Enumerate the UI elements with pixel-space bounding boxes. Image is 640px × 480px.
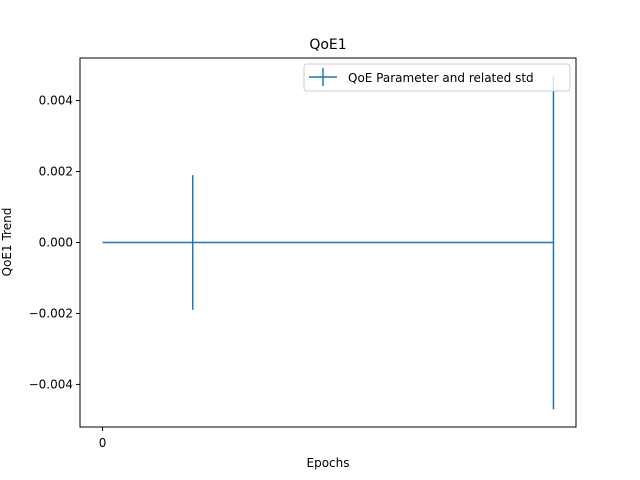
- chart-title: QoE1: [309, 37, 346, 53]
- x-axis-ticks: 0: [99, 427, 107, 450]
- legend-box: [303, 63, 571, 92]
- y-axis-label: QoE1 Trend: [0, 208, 14, 277]
- legend-label: QoE Parameter and related std: [348, 71, 534, 85]
- y-tick-label: 0.002: [39, 165, 73, 179]
- y-axis-ticks: −0.004 −0.002 0.000 0.002 0.004: [29, 94, 80, 391]
- x-axis-label: Epochs: [307, 456, 350, 470]
- y-tick-label: 0.004: [39, 94, 73, 108]
- x-tick-label: 0: [99, 436, 107, 450]
- y-tick-label: −0.002: [29, 306, 73, 320]
- y-tick-label: −0.004: [29, 377, 73, 391]
- y-tick-label: 0.000: [39, 236, 73, 250]
- legend: QoE Parameter and related std: [303, 63, 571, 92]
- series-layer: [102, 75, 555, 410]
